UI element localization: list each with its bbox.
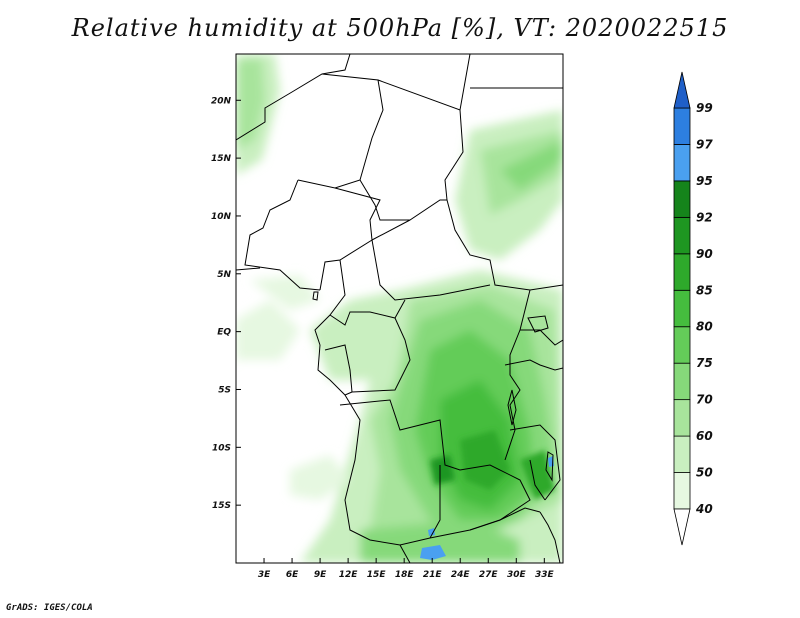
colorbar-label: 97 [696,137,713,151]
lon-tick-label: 3E [258,570,271,580]
colorbar-segment [673,472,691,510]
colorbar-segment [673,144,691,182]
lat-tick-label: 5N [217,270,231,280]
colorbar-high-triangle [673,71,691,109]
lon-tick-label: 12E [339,570,359,580]
lat-tick-label: 10N [211,212,232,222]
colorbar-label: 95 [696,174,713,188]
colorbar-label: 70 [696,393,713,407]
colorbar-label: 85 [696,283,713,297]
lat-tick-label: 5S [218,385,231,395]
latitude-axis: 20N 15N 10N 5N EQ 5S 10S 15S [211,96,241,511]
colorbar-segment [673,107,691,145]
lon-tick-label: 30E [507,570,527,580]
colorbar-segment [673,399,691,437]
colorbar-segment [673,216,691,255]
lat-tick-label: 20N [211,96,232,106]
lat-tick-label: 10S [212,443,231,453]
lon-tick-label: 15E [367,570,387,580]
colorbar-segment [673,180,691,218]
lon-tick-label: 9E [314,570,327,580]
colorbar-label: 50 [696,466,713,480]
colorbar-label: 40 [695,502,713,516]
lakes [312,291,554,482]
colorbar: 40 50 60 70 75 80 85 90 92 95 97 99 [673,71,713,546]
colorbar-label: 80 [696,320,713,334]
colorbar-label: 99 [696,101,713,115]
grads-credit: GrADS: IGES/COLA [6,603,93,613]
colorbar-label: 90 [696,247,713,261]
colorbar-low-triangle [673,508,691,546]
lon-tick-label: 21E [423,570,443,580]
longitude-axis: 3E 6E 9E 12E 15E 18E 21E 24E 27E 30E 33E [258,558,555,580]
colorbar-segment [673,326,691,364]
colorbar-segment [673,253,691,291]
lon-tick-label: 27E [479,570,499,580]
colorbar-segment [673,435,691,473]
colorbar-label: 75 [696,356,713,370]
lon-tick-label: 24E [451,570,471,580]
lon-tick-label: 6E [286,570,299,580]
lon-tick-label: 33E [535,570,555,580]
colorbar-segment [673,289,691,328]
lat-tick-label: 15S [212,501,231,511]
lon-tick-label: 18E [395,570,415,580]
lat-tick-label: 15N [211,154,232,164]
humidity-field [236,54,563,563]
colorbar-segment [673,362,691,401]
chart-title: Relative humidity at 500hPa [%], VT: 202… [71,14,729,42]
country-boundaries [236,54,563,563]
colorbar-label: 92 [696,210,713,224]
colorbar-label: 60 [696,429,713,443]
map-frame [235,53,564,564]
lat-tick-label: EQ [217,328,231,338]
